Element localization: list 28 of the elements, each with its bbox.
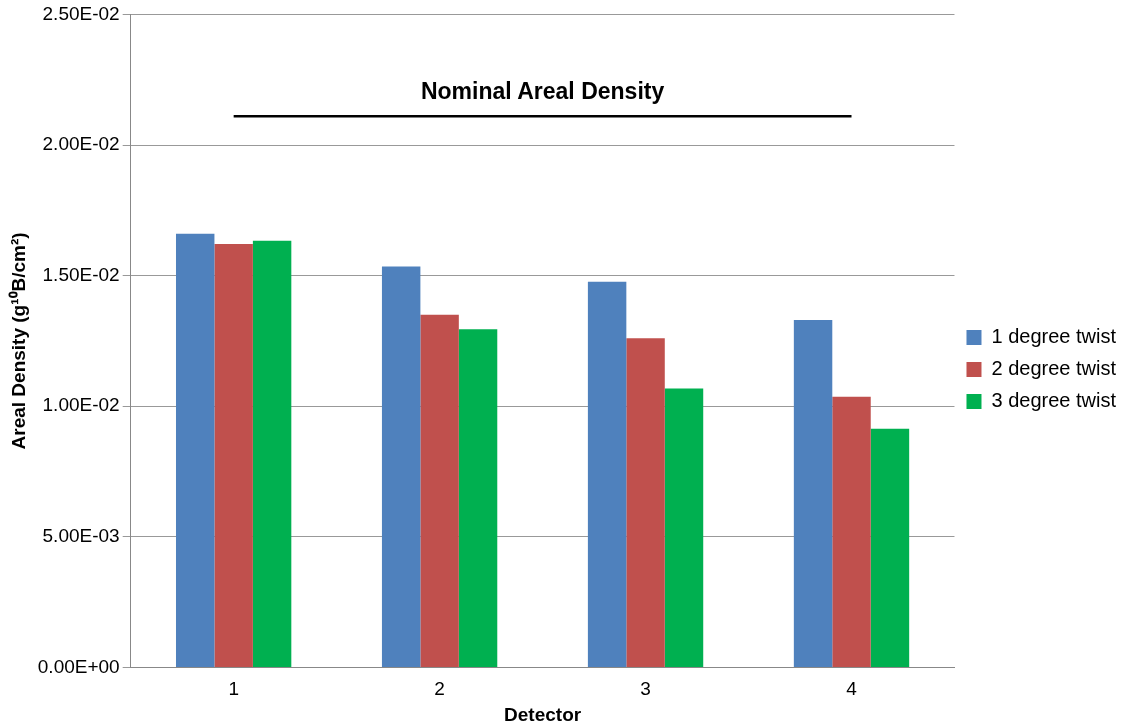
legend-label: 2 degree twist — [991, 357, 1117, 380]
y-axis-title: Areal Density (g¹⁰B/cm²) — [7, 232, 29, 450]
ref-line-label: Nominal Areal Density — [420, 78, 665, 105]
bar — [870, 428, 910, 667]
x-tick-label: 4 — [846, 678, 858, 700]
legend-label: 3 degree twist — [991, 389, 1117, 412]
bar — [832, 396, 871, 667]
legend-label: 1 degree twist — [991, 325, 1117, 348]
x-tick-label: 2 — [434, 678, 445, 700]
y-tick-label: 0.00E+00 — [37, 655, 120, 677]
y-tick-label: 1.50E-02 — [42, 263, 120, 285]
bar — [587, 281, 627, 667]
bar — [793, 320, 833, 667]
bar — [175, 233, 215, 667]
y-tick-label: 2.00E-02 — [42, 133, 120, 155]
y-tick-label: 1.00E-02 — [42, 394, 120, 416]
bar — [381, 266, 421, 667]
bar — [458, 329, 498, 667]
x-tick-label: 3 — [640, 678, 651, 700]
bar — [664, 388, 704, 667]
y-tick-label: 2.50E-02 — [42, 2, 120, 24]
bar — [214, 244, 253, 667]
bar — [626, 338, 665, 667]
x-tick-label: 1 — [228, 678, 239, 700]
bar — [252, 240, 292, 667]
y-tick-label: 5.00E-03 — [42, 525, 120, 547]
bar — [420, 314, 459, 667]
x-axis-title: Detector — [504, 703, 582, 725]
